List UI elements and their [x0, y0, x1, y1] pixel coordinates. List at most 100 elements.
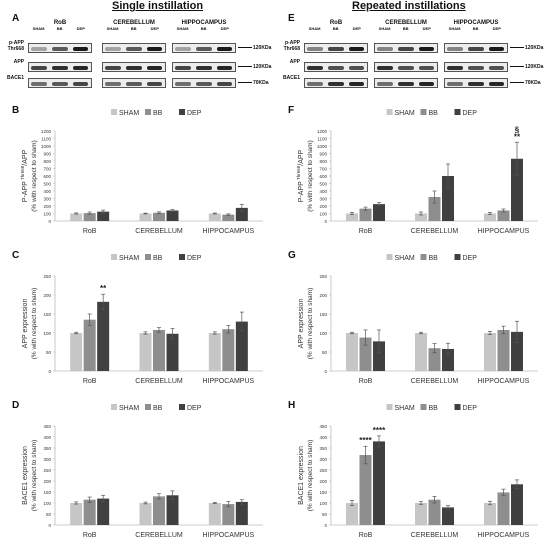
blot-band	[52, 66, 68, 70]
panel-label-d: D	[12, 400, 20, 411]
blot-strip	[102, 78, 166, 88]
y-tick-label: 0	[48, 219, 51, 224]
blot-band	[328, 82, 344, 86]
blot-row-label: BACE1	[7, 75, 24, 81]
y-tick-label: 100	[43, 501, 51, 506]
y-tick-label: 400	[319, 435, 327, 440]
legend-swatch-dep	[454, 404, 461, 410]
y-axis-label: P-APP Thr668/APP	[296, 149, 305, 202]
bar-dep	[373, 441, 385, 525]
blot-band	[348, 82, 365, 86]
blot-band	[328, 47, 344, 51]
legend-label-bb: BB	[429, 405, 439, 412]
y-tick-label: 300	[43, 457, 51, 462]
blot-tissue-label: RoB	[329, 20, 343, 26]
bar-bb	[83, 319, 96, 371]
y-tick-label: 100	[319, 331, 327, 336]
x-tick-label: CEREBELLUM	[135, 378, 183, 385]
legend-swatch-dep	[454, 254, 461, 260]
legend-swatch-bb	[420, 254, 427, 260]
y-tick-label: 300	[319, 197, 327, 202]
bar-bb	[497, 210, 510, 221]
bar-sham	[208, 503, 221, 525]
blot-row-label: APP	[13, 59, 24, 65]
blot-band	[216, 47, 233, 51]
x-tick-label: CEREBELLUM	[411, 228, 459, 235]
blot-strip	[102, 43, 166, 53]
blot-lane-label: BB	[472, 26, 479, 31]
y-tick-label: 150	[43, 312, 51, 317]
significance-mark: ****	[373, 426, 386, 435]
legend-label-sham: SHAM	[119, 110, 139, 117]
blot-lane-label: DEP	[150, 26, 159, 31]
y-tick-label: 1000	[41, 144, 52, 149]
bar-bb	[497, 492, 510, 525]
bar-sham	[139, 213, 152, 221]
panel-label-a: A	[12, 13, 20, 24]
x-tick-label: CEREBELLUM	[411, 532, 459, 539]
legend-label-sham: SHAM	[395, 405, 415, 412]
blot-strip	[374, 62, 438, 72]
panel-label-g: G	[288, 250, 296, 261]
bar-dep	[442, 348, 454, 371]
blot-kda-label: 120KDa	[510, 64, 543, 70]
bar-bb	[359, 455, 372, 525]
blot-lane-label: SHAM	[378, 26, 391, 31]
x-tick-label: RoB	[359, 378, 373, 385]
y-tick-label: 0	[48, 523, 51, 528]
bar-dep	[166, 495, 179, 525]
bar-dep	[97, 211, 110, 221]
y-tick-label: 900	[43, 152, 51, 157]
blot-band	[468, 66, 484, 70]
legend-label-bb: BB	[429, 110, 439, 117]
y-tick-label: 200	[319, 204, 327, 209]
x-tick-label: CEREBELLUM	[411, 378, 459, 385]
legend-label-sham: SHAM	[395, 110, 415, 117]
blot-band	[216, 82, 233, 86]
y-axis-label-main: APP expression	[298, 299, 305, 349]
blot-lane-label: SHAM	[448, 26, 461, 31]
blot-band	[307, 66, 323, 70]
y-axis-label-sup: Thr668	[296, 165, 301, 181]
blot-lane-label: BB	[56, 26, 63, 31]
y-tick-label: 250	[43, 468, 51, 473]
bar-bb	[359, 208, 372, 221]
legend-swatch-bb	[145, 109, 151, 115]
bar-bb	[497, 329, 510, 371]
y-tick-label: 50	[46, 350, 52, 355]
blot-group: RoB SHAM BB DEP	[28, 20, 92, 92]
y-tick-label: 150	[319, 490, 327, 495]
blot-band	[468, 47, 484, 51]
bar-sham	[70, 333, 83, 371]
panel-label-h: H	[288, 400, 296, 411]
legend-swatch-dep	[179, 404, 185, 410]
legend-swatch-bb	[420, 404, 427, 410]
blot-lane-label: SHAM	[176, 26, 189, 31]
significance-mark: ****	[359, 436, 372, 445]
legend-swatch-bb	[420, 109, 427, 115]
legend-label-bb: BB	[153, 110, 163, 117]
y-tick-label: 800	[43, 159, 51, 164]
bar-dep	[373, 341, 385, 371]
bar-dep	[442, 507, 454, 525]
blot-band	[447, 82, 463, 86]
panel-label-e: E	[288, 13, 295, 24]
legend-label-dep: DEP	[463, 255, 478, 262]
legend-label-dep: DEP	[463, 110, 478, 117]
bar-dep	[511, 158, 523, 221]
y-tick-label: 100	[319, 212, 327, 217]
blot-tissue-label: CEREBELLUM	[113, 20, 155, 26]
blot-band	[377, 82, 393, 86]
y-axis-label: BACE1 expression	[22, 446, 29, 505]
blot-band	[126, 82, 142, 86]
blot-lane-label: BB	[402, 26, 409, 31]
legend-swatch-sham	[386, 404, 393, 410]
blot-strip	[374, 78, 438, 88]
blot-kda-label: 120KDa	[238, 45, 271, 51]
blot-band	[72, 47, 89, 51]
blot-band	[328, 66, 344, 70]
bar-sham	[70, 213, 83, 221]
blot-band	[175, 47, 191, 51]
bar-dep	[235, 321, 248, 371]
blot-band	[72, 82, 89, 86]
